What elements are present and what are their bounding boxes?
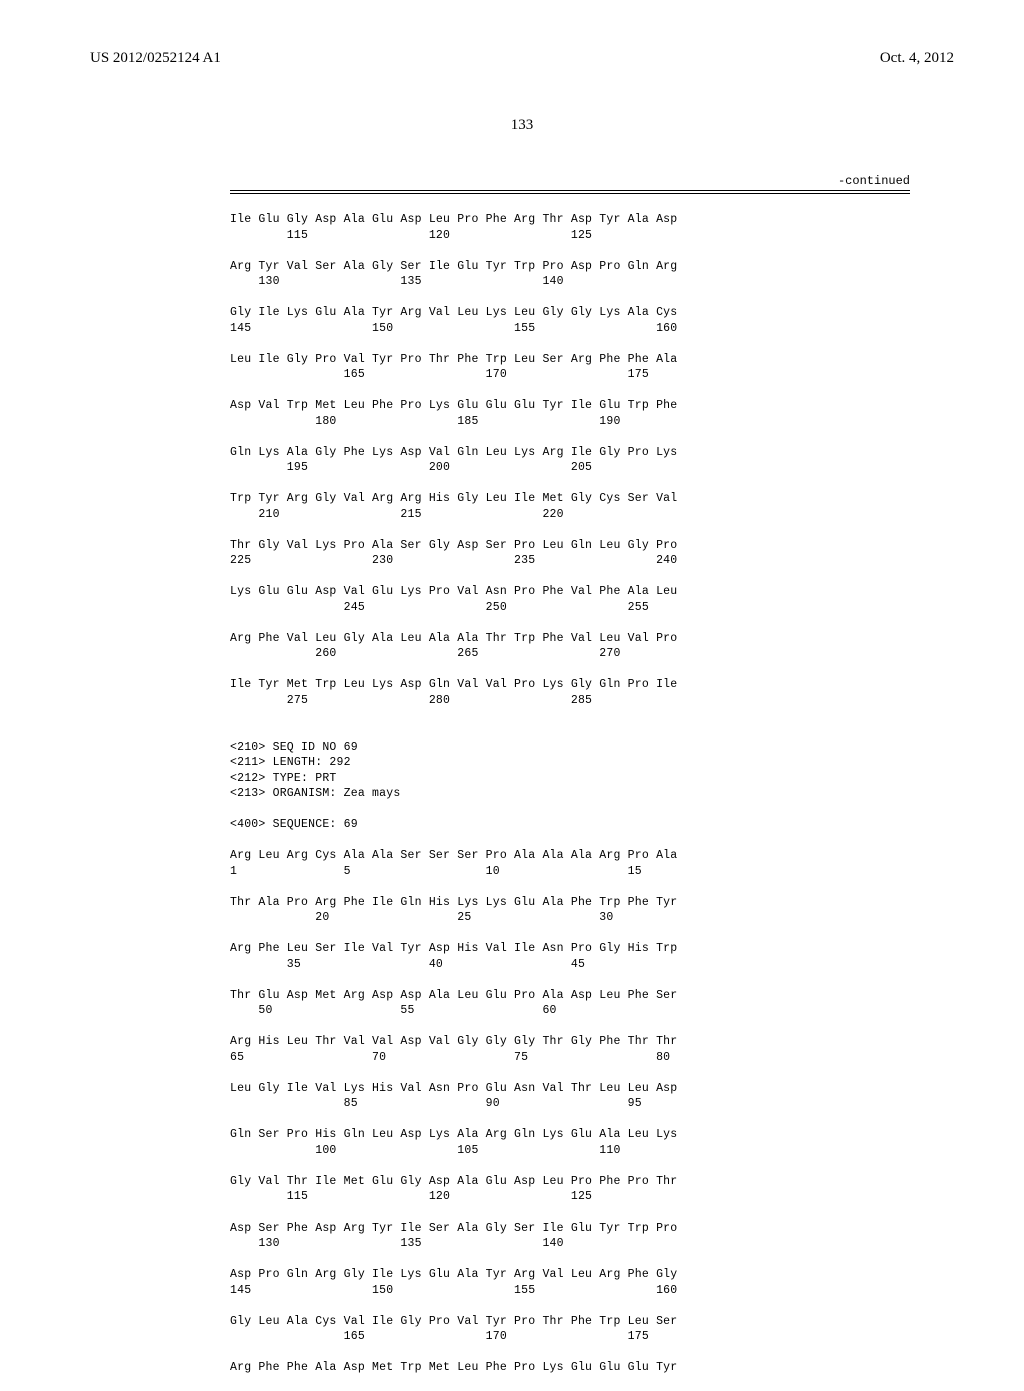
sequence-69-listing: Arg Leu Arg Cys Ala Ala Ser Ser Ser Pro … — [230, 848, 954, 1391]
publication-number: US 2012/0252124 A1 — [90, 50, 221, 67]
publication-date: Oct. 4, 2012 — [880, 50, 954, 67]
rule-thin — [230, 193, 910, 194]
continued-block: -continued — [230, 174, 910, 194]
page-number: 133 — [90, 117, 954, 134]
page: US 2012/0252124 A1 Oct. 4, 2012 133 -con… — [0, 0, 1024, 1320]
page-header: US 2012/0252124 A1 Oct. 4, 2012 — [90, 50, 954, 67]
sequence-69-header: <210> SEQ ID NO 69 <211> LENGTH: 292 <21… — [230, 724, 954, 848]
continued-label: -continued — [230, 174, 910, 190]
sequence-68-listing: Ile Glu Gly Asp Ala Glu Asp Leu Pro Phe … — [230, 212, 954, 724]
rule-thick — [230, 190, 910, 191]
